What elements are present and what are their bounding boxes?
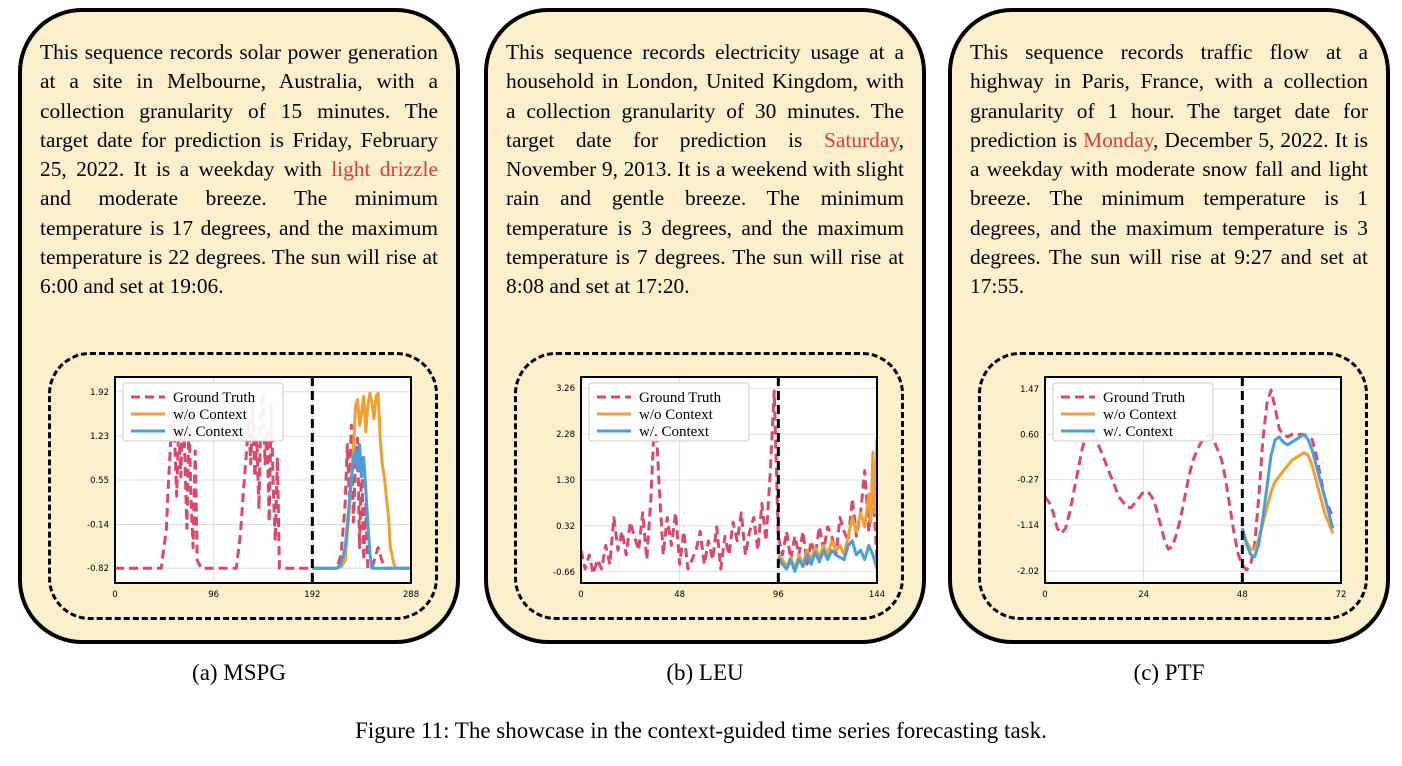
x-tick-label: 288 [403, 590, 419, 600]
legend-label: Ground Truth [639, 390, 722, 406]
y-tick-label: 0.32 [556, 522, 575, 532]
panel-text: This sequence records traffic flow at a … [970, 40, 1368, 299]
y-tick-label: -0.27 [1017, 476, 1039, 486]
plot-frame [1044, 376, 1342, 584]
x-tick-label: 48 [674, 590, 685, 600]
panel-ptf: This sequence records traffic flow at a … [948, 8, 1390, 644]
legend-label: w/. Context [639, 424, 710, 440]
subfigure-caption: (b) LEU [666, 660, 744, 685]
y-tick-label: -0.82 [87, 564, 109, 574]
y-tick-label: 2.28 [556, 430, 575, 440]
y-tick-label: 1.30 [556, 476, 575, 486]
legend-label: w/o Context [1103, 407, 1178, 423]
y-tick-label: 1.92 [90, 388, 109, 398]
legend-label: Ground Truth [1103, 390, 1186, 406]
chart-frame: 0 24 48 72 -2.02 -1.14 -0.27 0.60 1.47 Ground Tru… [978, 352, 1368, 620]
x-tick-label: 72 [1336, 590, 1347, 600]
panel-text: This sequence records solar power genera… [40, 40, 438, 299]
legend-label: w/o Context [639, 407, 714, 423]
series-line-ground-truth [581, 389, 877, 576]
plot-frame [114, 376, 412, 584]
chart-frame: 0 96 192 288 -0.82 -0.14 0.55 1.23 1.92 Ground Tr… [48, 352, 438, 620]
series-group [581, 389, 877, 576]
chart-frame: 0 48 96 144 -0.66 0.32 1.30 2.28 3.26 Ground Trut… [514, 352, 904, 620]
y-tick-label: 3.26 [556, 384, 575, 394]
legend-label: w/o Context [173, 407, 248, 423]
series-line-w-context [312, 443, 411, 570]
legend-label: w/. Context [173, 424, 244, 440]
x-tick-label: 24 [1138, 590, 1149, 600]
legend-label: w/. Context [1103, 424, 1174, 440]
legend-label: Ground Truth [173, 390, 256, 406]
y-tick-label: -0.66 [553, 568, 575, 578]
subfigure-caption: (c) PTF [1133, 660, 1205, 685]
figure-caption: Figure 11: The showcase in the context-g… [355, 718, 1047, 743]
y-tick-label: -1.14 [1017, 521, 1039, 531]
chart-leu: 0 48 96 144 -0.66 0.32 1.30 2.28 3.26 Ground Trut… [553, 376, 885, 600]
series-line-w-o-context [312, 391, 411, 570]
x-tick-label: 0 [578, 590, 583, 600]
panel-text: This sequence records electricity usage … [506, 40, 904, 299]
subfigure-caption: (a) MSPG [192, 660, 286, 685]
chart-ptf: 0 24 48 72 -2.02 -1.14 -0.27 0.60 1.47 Ground Tru… [1017, 376, 1347, 600]
y-tick-label: -2.02 [1017, 567, 1039, 577]
plot-frame [580, 376, 878, 584]
y-tick-label: 1.47 [1020, 385, 1039, 395]
y-tick-label: 0.60 [1020, 430, 1039, 440]
x-tick-label: 144 [869, 590, 885, 600]
x-tick-label: 0 [112, 590, 117, 600]
panel-leu: This sequence records electricity usage … [484, 8, 926, 644]
y-tick-label: 0.55 [90, 476, 109, 486]
series-line-w-context [777, 539, 877, 573]
series-line-w-context [1240, 432, 1335, 559]
x-tick-label: 96 [208, 590, 219, 600]
panel-mspg: This sequence records solar power genera… [18, 8, 460, 644]
x-tick-label: 96 [773, 590, 784, 600]
x-tick-label: 48 [1237, 590, 1248, 600]
chart-mspg: 0 96 192 288 -0.82 -0.14 0.55 1.23 1.92 Ground Tr… [87, 376, 419, 600]
y-tick-label: -0.14 [87, 520, 109, 530]
series-line-w-o-context [1240, 451, 1335, 551]
y-tick-label: 1.23 [90, 432, 109, 442]
x-tick-label: 192 [304, 590, 320, 600]
x-tick-label: 0 [1042, 590, 1047, 600]
